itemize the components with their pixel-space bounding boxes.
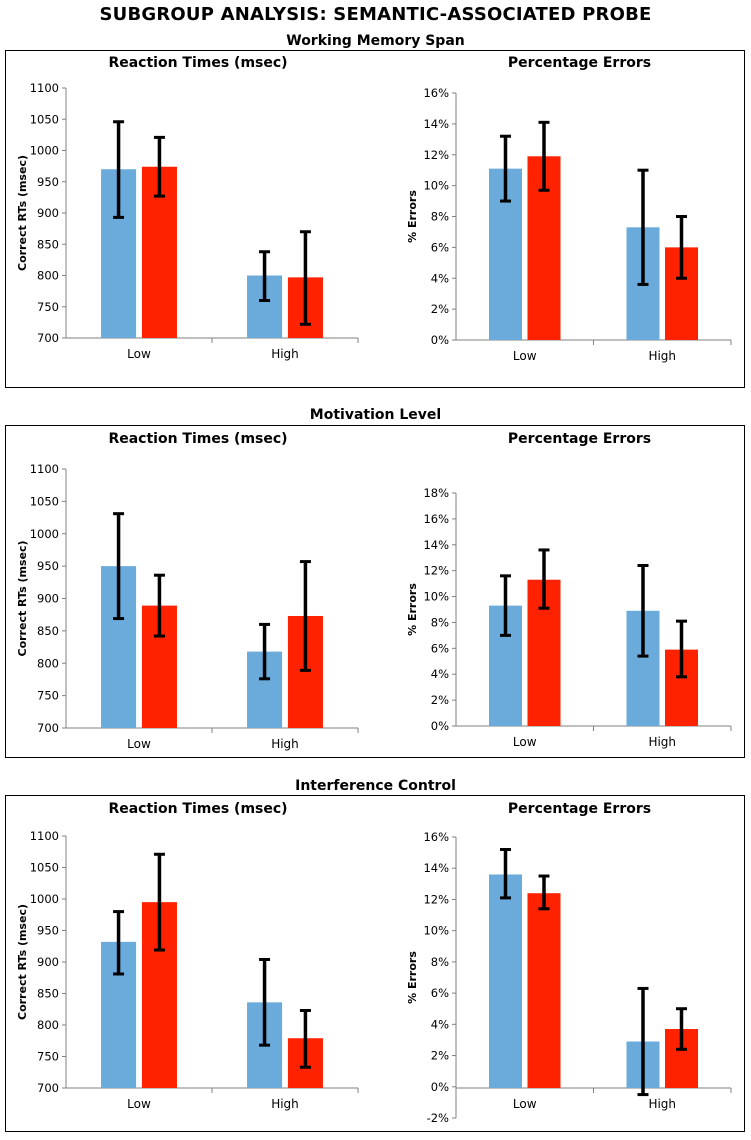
x-tick-label: Low [513, 735, 537, 749]
y-axis-label: Correct RTs (msec) [16, 541, 29, 657]
y-tick-label: 950 [37, 559, 59, 573]
y-tick-label: 16% [423, 512, 449, 526]
y-tick-label: 12% [423, 564, 449, 578]
y-tick-label: 1100 [30, 81, 59, 95]
x-tick-label: High [648, 349, 676, 363]
y-tick-label: 4% [431, 1017, 449, 1031]
y-tick-label: 800 [37, 269, 59, 283]
y-tick-label: 750 [37, 1050, 59, 1064]
x-tick-label: Low [513, 1097, 537, 1111]
chart-motivation-percentage-errors: Percentage Errors % Errors 0% 2% 4% 6% 8% 10% 12… [406, 431, 732, 749]
y-tick-label: 4% [431, 667, 449, 681]
y-tick-label: 8% [431, 210, 449, 224]
bar-2-low [527, 893, 561, 1088]
y-tick-label: 14% [423, 538, 449, 552]
y-tick-label: 10% [423, 590, 449, 604]
y-tick-label: 16% [423, 86, 449, 100]
y-tick-label: 12% [423, 892, 449, 906]
panel-working-memory [5, 50, 745, 388]
chart-wm-reaction-times: Reaction Times (msec) Correct RTs (msec) 7… [16, 55, 359, 361]
x-tick-label: High [271, 347, 299, 361]
y-tick-label: 1050 [30, 112, 59, 126]
chart-title: Percentage Errors [508, 801, 651, 817]
y-tick-label: 18% [423, 486, 449, 500]
y-tick-label: 900 [37, 592, 59, 606]
chart-title: Reaction Times (msec) [108, 55, 287, 71]
chart-motivation-reaction-times: Reaction Times (msec) Correct RTs (msec) 7… [16, 431, 359, 751]
panel-interference [5, 795, 745, 1132]
y-axis-label: Correct RTs (msec) [16, 904, 29, 1020]
y-tick-label: 14% [423, 117, 449, 131]
y-tick-label: 700 [37, 331, 59, 345]
y-tick-label: 900 [37, 206, 59, 220]
y-tick-label: 8% [431, 955, 449, 969]
y-tick-label: 0% [431, 333, 449, 347]
y-tick-label: 0% [431, 719, 449, 733]
chart-title: Reaction Times (msec) [108, 801, 287, 817]
bar-1-low [489, 874, 522, 1088]
y-tick-label: 12% [423, 148, 449, 162]
x-tick-label: Low [513, 349, 537, 363]
y-tick-label: 1000 [30, 144, 59, 158]
panel-motivation [5, 425, 745, 758]
y-tick-label: 750 [37, 689, 59, 703]
y-tick-label: 800 [37, 656, 59, 670]
x-tick-label: Low [127, 347, 151, 361]
y-tick-label: 10% [423, 924, 449, 938]
y-tick-label: 700 [37, 1081, 59, 1095]
y-tick-label: 850 [37, 237, 59, 251]
section-title-interference: Interference Control [295, 778, 456, 794]
y-tick-label: 1100 [30, 462, 59, 476]
chart-wm-percentage-errors: Percentage Errors % Errors 0% 2% 4% 6% 8% 10% 12… [406, 55, 732, 363]
y-tick-label: 850 [37, 624, 59, 638]
y-axis-label: % Errors [406, 583, 419, 636]
y-tick-label: 850 [37, 987, 59, 1001]
y-tick-label: 1000 [30, 892, 59, 906]
x-tick-label: Low [127, 1097, 151, 1111]
y-tick-label: 2% [431, 693, 449, 707]
y-tick-label: 2% [431, 1049, 449, 1063]
y-tick-label: 950 [37, 924, 59, 938]
y-tick-label: 16% [423, 830, 449, 844]
figure-title: SUBGROUP ANALYSIS: SEMANTIC-ASSOCIATED P… [99, 4, 652, 25]
y-tick-label: 900 [37, 955, 59, 969]
y-tick-label: 8% [431, 615, 449, 629]
y-tick-label: 700 [37, 721, 59, 735]
y-tick-label: 1050 [30, 494, 59, 508]
x-tick-label: High [648, 735, 676, 749]
y-axis-label: Correct RTs (msec) [16, 155, 29, 271]
chart-interference-reaction-times: Reaction Times (msec) Correct RTs (msec) 7… [16, 801, 359, 1111]
y-tick-label: 950 [37, 175, 59, 189]
chart-title: Reaction Times (msec) [108, 431, 287, 447]
y-axis-label: % Errors [406, 190, 419, 243]
y-tick-label: 6% [431, 641, 449, 655]
x-tick-label: High [271, 737, 299, 751]
y-tick-label: -2% [427, 1111, 449, 1125]
section-title-working-memory: Working Memory Span [286, 33, 465, 49]
y-tick-label: 10% [423, 179, 449, 193]
y-tick-label: 4% [431, 271, 449, 285]
chart-title: Percentage Errors [508, 55, 651, 71]
y-tick-label: 0% [431, 1080, 449, 1094]
y-tick-label: 6% [431, 240, 449, 254]
y-tick-label: 1050 [30, 861, 59, 875]
chart-interference-percentage-errors: Percentage Errors % Errors -2% 0% 2% 4% 6% 8% 10… [406, 801, 732, 1125]
y-tick-label: 14% [423, 861, 449, 875]
chart-title: Percentage Errors [508, 431, 651, 447]
y-tick-label: 1000 [30, 527, 59, 541]
section-title-motivation: Motivation Level [309, 407, 442, 423]
y-tick-label: 1100 [30, 829, 59, 843]
x-tick-label: High [271, 1097, 299, 1111]
y-tick-label: 750 [37, 300, 59, 314]
y-tick-label: 800 [37, 1018, 59, 1032]
y-axis-label: % Errors [406, 951, 419, 1004]
y-tick-label: 6% [431, 986, 449, 1000]
x-tick-label: High [648, 1097, 676, 1111]
y-tick-label: 2% [431, 302, 449, 316]
x-tick-label: Low [127, 737, 151, 751]
